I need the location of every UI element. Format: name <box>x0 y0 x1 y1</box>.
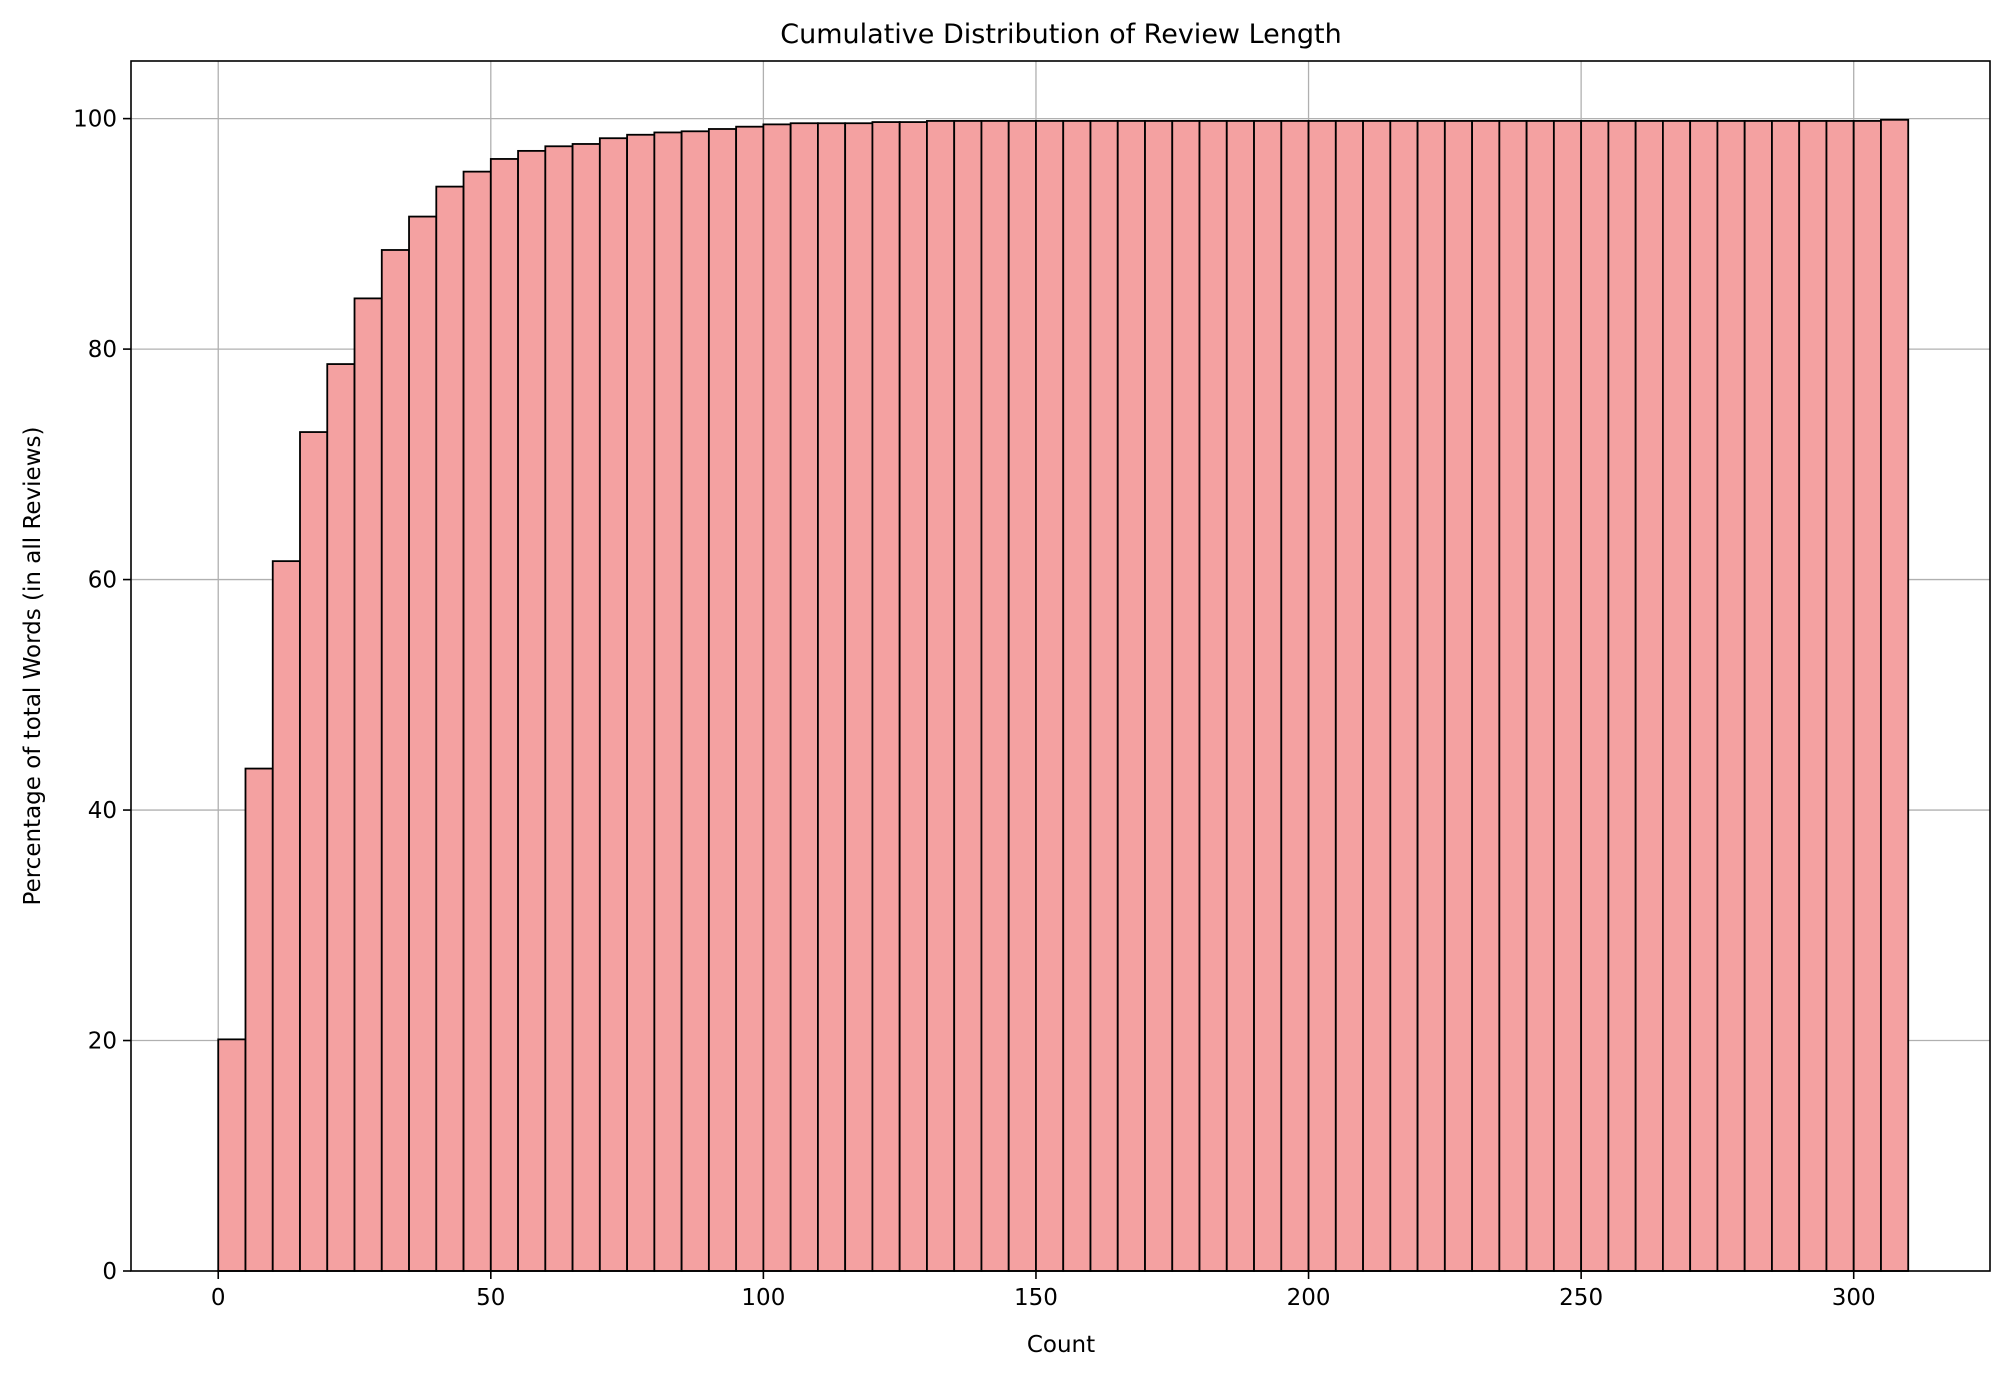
histogram-bar <box>1525 120 1555 1272</box>
histogram-bar <box>1743 120 1773 1272</box>
histogram-bar <box>1116 120 1146 1272</box>
histogram-bar <box>817 122 847 1272</box>
histogram-bar <box>1689 120 1719 1272</box>
histogram-bar <box>1852 120 1882 1272</box>
histogram-bar <box>598 137 628 1272</box>
histogram-bar <box>1089 120 1119 1272</box>
y-tick-label: 0 <box>102 1259 117 1285</box>
histogram-bar <box>1007 120 1037 1272</box>
y-axis-label: Percentage of total Words (in all Review… <box>20 427 46 906</box>
x-tick-label: 200 <box>1287 1285 1331 1311</box>
x-tick-label: 100 <box>741 1285 785 1311</box>
x-tick-label: 0 <box>211 1285 226 1311</box>
histogram-bar <box>953 120 983 1272</box>
histogram-bar <box>680 130 710 1272</box>
histogram-bar <box>1662 120 1692 1272</box>
x-axis-ticks: 0 50 100 150 200 250 300 <box>211 1271 1876 1311</box>
histogram-bar <box>844 122 874 1272</box>
histogram-bar <box>898 121 928 1272</box>
histogram-bar <box>1607 120 1637 1272</box>
histogram-bar <box>217 1038 247 1272</box>
histogram-bar <box>980 120 1010 1272</box>
histogram-bar <box>1634 120 1664 1272</box>
histogram-bar <box>1880 118 1910 1272</box>
histogram-bar <box>1389 120 1419 1272</box>
y-tick-label: 80 <box>88 337 117 363</box>
histogram-bar <box>1416 120 1446 1272</box>
histogram-bar <box>408 215 438 1272</box>
histogram-bar <box>1798 120 1828 1272</box>
histogram-bar <box>735 125 765 1272</box>
x-tick-label: 300 <box>1832 1285 1876 1311</box>
histogram-bar <box>926 120 956 1272</box>
histogram-bar <box>1771 120 1801 1272</box>
x-tick-label: 250 <box>1559 1285 1603 1311</box>
histogram-bar <box>762 123 792 1272</box>
y-tick-label: 60 <box>88 568 117 594</box>
bars <box>217 118 1910 1272</box>
histogram-bar <box>1062 120 1092 1272</box>
histogram-bar <box>1498 120 1528 1272</box>
histogram-bar <box>1035 120 1065 1272</box>
histogram-bar <box>299 431 329 1272</box>
histogram-bar <box>326 363 356 1272</box>
y-tick-label: 20 <box>88 1029 117 1055</box>
histogram-bar <box>489 158 519 1272</box>
histogram-bar <box>1334 120 1364 1272</box>
histogram-bar <box>380 249 410 1272</box>
histogram-bar <box>1171 120 1201 1272</box>
histogram-bar <box>544 145 574 1272</box>
histogram-bar <box>517 149 547 1272</box>
histogram-bar <box>1471 120 1501 1272</box>
histogram-bar <box>653 131 683 1272</box>
histogram-bar <box>1280 120 1310 1272</box>
histogram-bar <box>707 128 738 1272</box>
histogram-bar <box>1825 120 1855 1272</box>
x-tick-label: 150 <box>1014 1285 1058 1311</box>
histogram-bar <box>1580 120 1610 1272</box>
histogram-bar <box>1443 120 1473 1272</box>
histogram-bar <box>789 122 819 1272</box>
x-axis-label: Count <box>1027 1332 1095 1358</box>
histogram-bar <box>1552 120 1583 1272</box>
y-tick-label: 40 <box>88 798 117 824</box>
y-axis-ticks: 0 20 40 60 80 100 <box>73 107 131 1285</box>
histogram-bar <box>626 133 656 1272</box>
histogram-bar <box>1253 120 1283 1272</box>
histogram-bar <box>435 185 465 1272</box>
histogram-bar <box>271 560 301 1272</box>
histogram-bar <box>871 121 901 1272</box>
histogram-bar <box>1225 120 1255 1272</box>
plot-frame <box>130 60 1991 1272</box>
histogram-bar <box>462 170 492 1272</box>
y-tick-label: 100 <box>73 107 117 133</box>
histogram-bar <box>1307 120 1337 1272</box>
histogram-bar <box>1144 120 1174 1272</box>
histogram-bar <box>1362 120 1392 1272</box>
histogram-bar <box>244 767 274 1272</box>
chart-title: Cumulative Distribution of Review Length <box>780 19 1341 50</box>
histogram-bar <box>1716 120 1746 1272</box>
x-tick-label: 50 <box>476 1285 505 1311</box>
histogram-bar <box>571 143 601 1272</box>
histogram-bar <box>353 297 383 1272</box>
histogram-bar <box>1198 120 1228 1272</box>
